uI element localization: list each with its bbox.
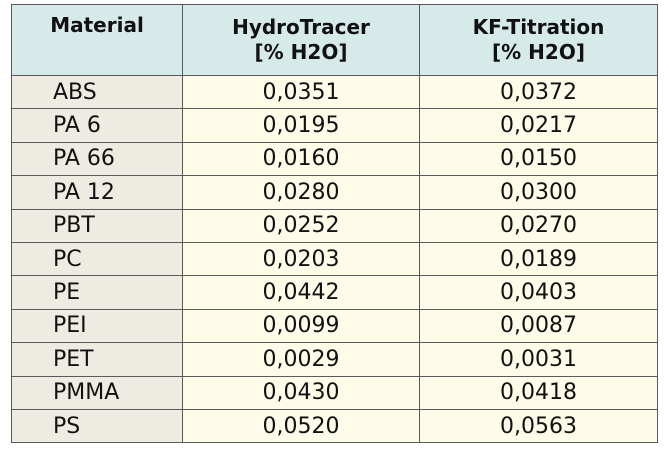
material-cell: PC — [11, 241, 183, 277]
hydrotracer-cell: 0,0280 — [182, 175, 420, 210]
hydrotracer-cell: 0,0520 — [182, 408, 420, 444]
kf-titration-cell: 0,0150 — [419, 141, 658, 177]
table-body: ABS 0,0351 0,0372 PA 6 0,0195 0,0217 PA 66 0,01… — [11, 74, 658, 444]
table-row: PA 66 0,0160 0,0150 — [11, 141, 658, 177]
table-row: PA 6 0,0195 0,0217 — [11, 108, 658, 143]
table-row: PE 0,0442 0,0403 — [11, 275, 658, 310]
hydrotracer-cell: 0,0029 — [182, 342, 420, 377]
material-cell: PEI — [11, 308, 183, 344]
hydrotracer-cell: 0,0160 — [182, 141, 420, 177]
material-cell: PA 6 — [11, 108, 183, 143]
material-cell: PET — [11, 342, 183, 377]
header-kf-titration: KF-Titration [% H2O] — [419, 4, 658, 76]
table-row: ABS 0,0351 0,0372 — [11, 74, 658, 110]
hydrotracer-cell: 0,0099 — [182, 308, 420, 344]
table-row: PEI 0,0099 0,0087 — [11, 308, 658, 344]
header-row: Material HydroTracer [% H2O] KF-Titratio… — [11, 4, 658, 76]
kf-titration-cell: 0,0087 — [419, 308, 658, 344]
kf-titration-cell: 0,0372 — [419, 74, 658, 110]
hydrotracer-cell: 0,0252 — [182, 208, 420, 243]
material-cell: PS — [11, 408, 183, 444]
hydrotracer-cell: 0,0195 — [182, 108, 420, 143]
moisture-comparison-table: Material HydroTracer [% H2O] KF-Titratio… — [11, 4, 658, 444]
kf-titration-cell: 0,0403 — [419, 275, 658, 310]
header-kf-titration-label: KF-Titration — [472, 15, 605, 39]
table-row: PC 0,0203 0,0189 — [11, 241, 658, 277]
header-material: Material — [11, 4, 183, 76]
kf-titration-cell: 0,0300 — [419, 175, 658, 210]
kf-titration-cell: 0,0217 — [419, 108, 658, 143]
kf-titration-cell: 0,0418 — [419, 375, 658, 410]
header-hydrotracer-label: HydroTracer — [232, 15, 370, 39]
material-cell: PE — [11, 275, 183, 310]
material-cell: PA 66 — [11, 141, 183, 177]
header-kf-titration-unit: [% H2O] — [492, 40, 585, 64]
table-row: PET 0,0029 0,0031 — [11, 342, 658, 377]
kf-titration-cell: 0,0270 — [419, 208, 658, 243]
kf-titration-cell: 0,0031 — [419, 342, 658, 377]
hydrotracer-cell: 0,0203 — [182, 241, 420, 277]
hydrotracer-cell: 0,0351 — [182, 74, 420, 110]
table-row: PBT 0,0252 0,0270 — [11, 208, 658, 243]
header-hydrotracer-unit: [% H2O] — [254, 40, 348, 64]
hydrotracer-cell: 0,0442 — [182, 275, 420, 310]
header-material-label: Material — [50, 13, 144, 37]
kf-titration-cell: 0,0189 — [419, 241, 658, 277]
table-row: PS 0,0520 0,0563 — [11, 408, 658, 444]
hydrotracer-cell: 0,0430 — [182, 375, 420, 410]
material-cell: PMMA — [11, 375, 183, 410]
material-cell: ABS — [11, 74, 183, 110]
table-row: PA 12 0,0280 0,0300 — [11, 175, 658, 210]
header-hydrotracer: HydroTracer [% H2O] — [182, 4, 420, 76]
material-cell: PA 12 — [11, 175, 183, 210]
material-cell: PBT — [11, 208, 183, 243]
kf-titration-cell: 0,0563 — [419, 408, 658, 444]
table-header: Material HydroTracer [% H2O] KF-Titratio… — [11, 4, 658, 76]
table-row: PMMA 0,0430 0,0418 — [11, 375, 658, 410]
